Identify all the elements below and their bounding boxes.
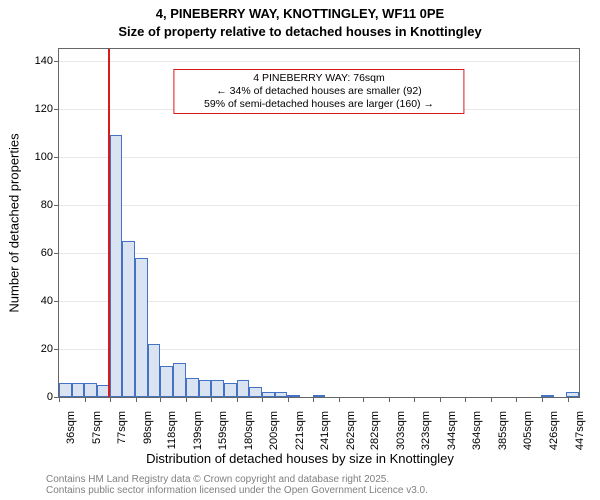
y-tick-mark: [54, 349, 59, 350]
gridline: [59, 205, 579, 206]
x-tick-mark: [491, 397, 492, 402]
y-tick-label: 0: [47, 391, 53, 403]
histogram-bar: [59, 383, 72, 397]
y-tick-label: 20: [41, 343, 53, 355]
x-tick-mark: [313, 397, 314, 402]
x-tick-mark: [211, 397, 212, 402]
y-tick-mark: [54, 205, 59, 206]
x-tick-mark: [160, 397, 161, 402]
x-tick-mark: [465, 397, 466, 402]
histogram-bar: [199, 380, 212, 397]
x-tick-mark: [186, 397, 187, 402]
histogram-bar: [173, 363, 186, 397]
histogram-bar: [237, 380, 250, 397]
y-tick-label: 120: [35, 103, 53, 115]
plot-area: 02040608010012014036sqm57sqm77sqm98sqm11…: [58, 48, 580, 398]
reference-marker-line: [108, 49, 110, 397]
histogram-bar: [287, 395, 300, 397]
gridline: [59, 253, 579, 254]
x-tick-mark: [389, 397, 390, 402]
histogram-bar: [275, 392, 288, 397]
x-tick-mark: [440, 397, 441, 402]
gridline: [59, 61, 579, 62]
footer-attribution: Contains HM Land Registry data © Crown c…: [46, 474, 428, 496]
histogram-bar: [84, 383, 97, 397]
x-tick-mark: [414, 397, 415, 402]
x-axis-label: Distribution of detached houses by size …: [0, 451, 600, 466]
x-tick-mark: [262, 397, 263, 402]
histogram-bar: [148, 344, 161, 397]
histogram-bar: [72, 383, 85, 397]
histogram-bar: [160, 366, 173, 397]
histogram-bar: [211, 380, 224, 397]
x-tick-mark: [568, 397, 569, 402]
histogram-bar: [224, 383, 237, 397]
x-tick-mark: [363, 397, 364, 402]
histogram-bar: [313, 395, 326, 397]
x-tick-mark: [110, 397, 111, 402]
y-tick-mark: [54, 301, 59, 302]
y-tick-label: 100: [35, 151, 53, 163]
x-tick-mark: [516, 397, 517, 402]
histogram-bar: [186, 378, 199, 397]
footer-line-1: Contains HM Land Registry data © Crown c…: [46, 474, 428, 485]
annotation-line: 4 PINEBERRY WAY: 76sqm: [178, 72, 459, 85]
histogram-bar: [262, 392, 275, 397]
chart-subtitle: Size of property relative to detached ho…: [0, 24, 600, 39]
histogram-bar: [122, 241, 135, 397]
x-tick-mark: [237, 397, 238, 402]
y-axis-label: Number of detached properties: [7, 133, 22, 312]
gridline: [59, 157, 579, 158]
footer-line-2: Contains public sector information licen…: [46, 485, 428, 496]
chart-title: 4, PINEBERRY WAY, KNOTTINGLEY, WF11 0PE: [0, 6, 600, 21]
x-tick-mark: [85, 397, 86, 402]
histogram-bar: [541, 395, 554, 397]
y-tick-mark: [54, 157, 59, 158]
y-tick-label: 140: [35, 55, 53, 67]
annotation-box: 4 PINEBERRY WAY: 76sqm← 34% of detached …: [173, 69, 464, 114]
x-tick-mark: [542, 397, 543, 402]
x-tick-mark: [136, 397, 137, 402]
x-tick-mark: [59, 397, 60, 402]
y-tick-label: 60: [41, 247, 53, 259]
y-tick-mark: [54, 109, 59, 110]
y-tick-label: 80: [41, 199, 53, 211]
histogram-bar: [249, 387, 262, 397]
histogram-bar: [135, 258, 148, 397]
y-tick-label: 40: [41, 295, 53, 307]
annotation-line: ← 34% of detached houses are smaller (92…: [178, 85, 459, 98]
histogram-bar: [110, 135, 123, 397]
y-tick-mark: [54, 253, 59, 254]
x-tick-mark: [339, 397, 340, 402]
y-tick-mark: [54, 61, 59, 62]
annotation-line: 59% of semi-detached houses are larger (…: [178, 98, 459, 111]
x-tick-mark: [288, 397, 289, 402]
